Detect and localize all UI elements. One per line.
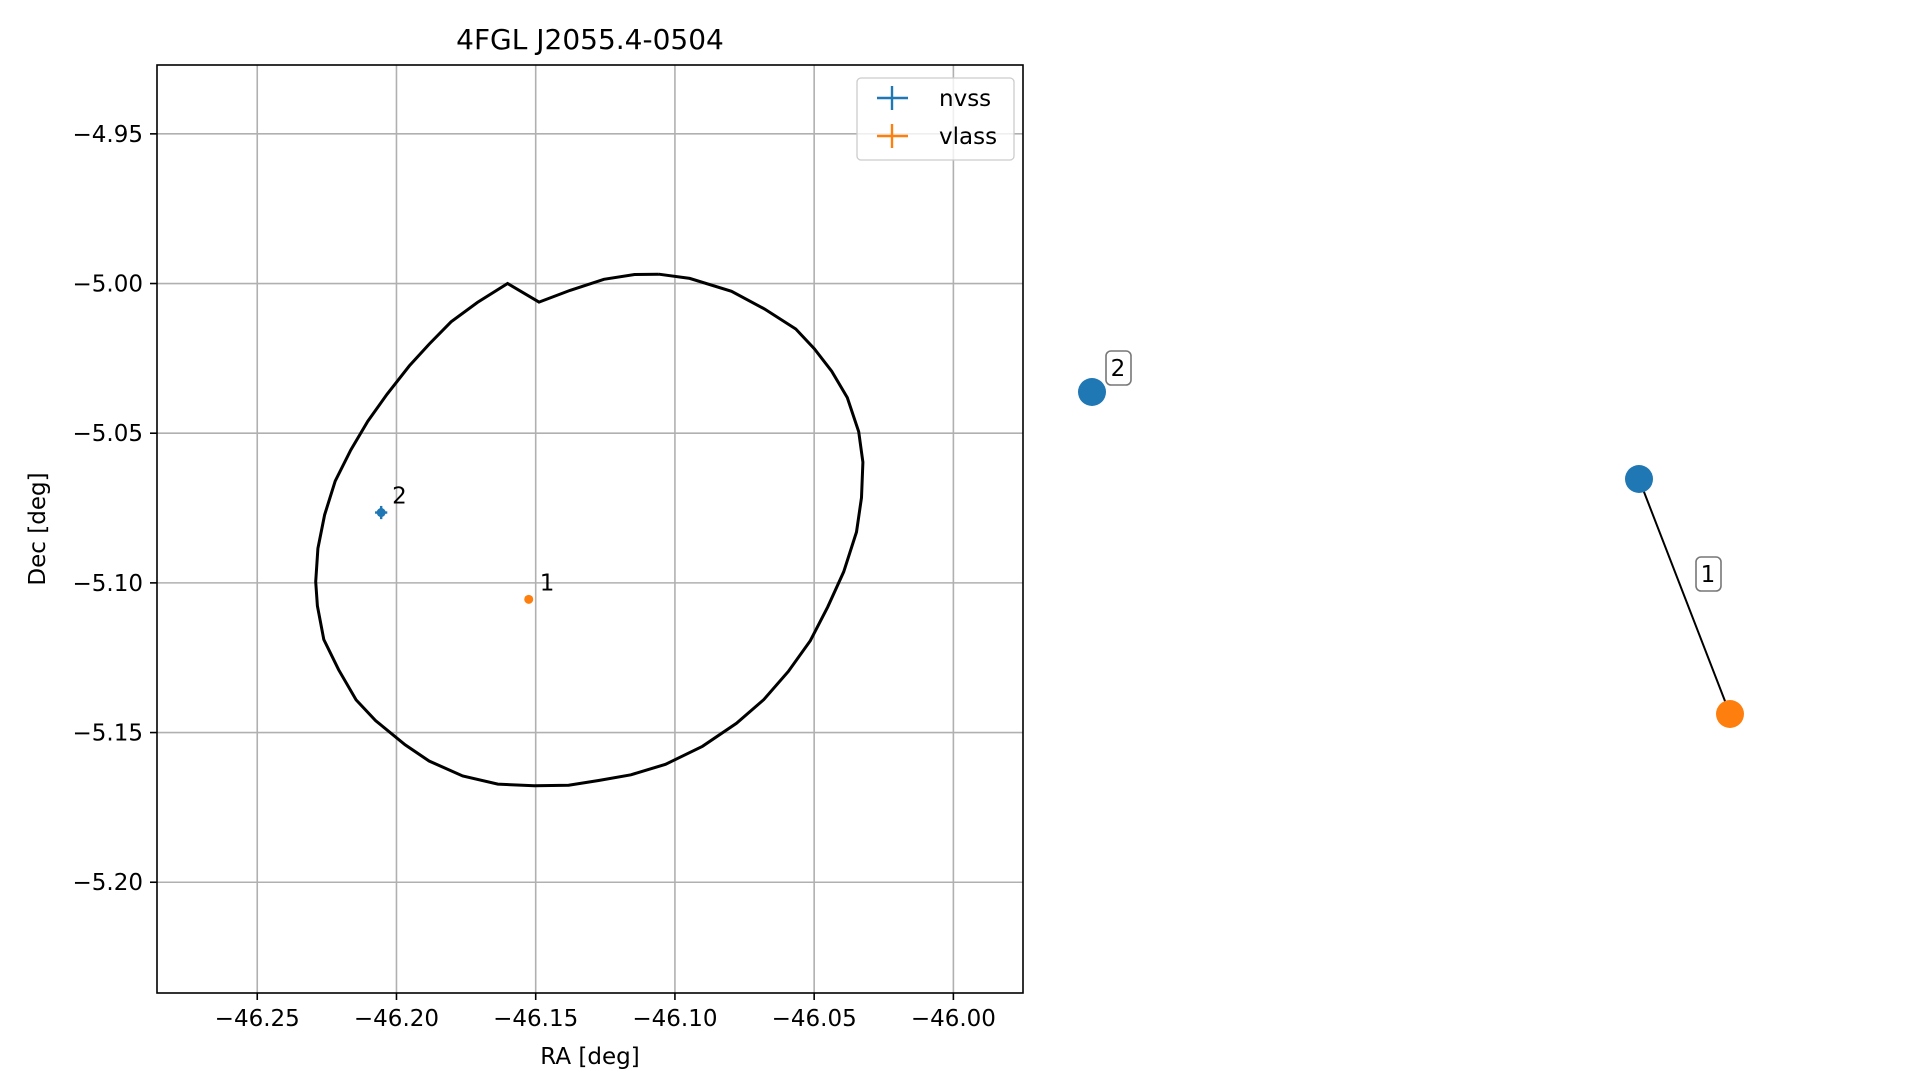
x-axis-label: RA [deg] [540, 1044, 639, 1070]
x-tick-label: −46.25 [215, 1006, 300, 1032]
node-label-box: 2 [1105, 350, 1132, 386]
y-tick-label: −5.20 [73, 870, 143, 896]
axis-ticks: −46.25 −46.20 −46.15 −46.10 −46.05 −46.00 −4.9… [73, 122, 996, 1032]
graph-edge [1638, 478, 1731, 715]
association-graph: 1 2 [1078, 350, 1744, 728]
legend-entry-vlass: vlass [877, 124, 997, 150]
edge-label: 1 [1701, 562, 1716, 588]
graph-node-nvss [1078, 378, 1106, 406]
y-tick-label: −4.95 [73, 122, 143, 148]
edge-label-frame [1695, 556, 1722, 592]
graph-node-vlass [1716, 700, 1744, 728]
y-tick-label: −5.05 [73, 421, 143, 447]
data-points: 21 [375, 484, 554, 604]
edge-label-box: 1 [1695, 556, 1722, 592]
data-point-nvss [376, 508, 386, 518]
x-tick-label: −46.05 [772, 1006, 857, 1032]
graph-node-nvss [1625, 465, 1653, 493]
scatter-plot: 21 −46.25 −46.20 −46.15 −46.10 −46.05 −46.00−… [25, 23, 1024, 1070]
x-tick-label: −46.10 [632, 1006, 717, 1032]
axes-frame [156, 64, 1024, 994]
chart-title: 4FGL J2055.4-0504 [456, 23, 724, 56]
legend-label-nvss: nvss [939, 86, 991, 112]
node-label-frame [1105, 350, 1132, 386]
point-label-nvss: 2 [392, 484, 407, 510]
y-tick-label: −5.10 [73, 571, 143, 597]
y-tick-label: −5.00 [73, 272, 143, 298]
data-point-vlass [524, 594, 534, 604]
legend-label-vlass: vlass [939, 124, 997, 150]
node-label: 2 [1111, 356, 1126, 382]
legend-entry-nvss: nvss [877, 86, 991, 112]
x-tick-label: −46.15 [493, 1006, 578, 1032]
legend: nvss vlass [856, 77, 1015, 161]
point-label-vlass: 1 [540, 570, 555, 596]
grid-lines [157, 65, 1023, 993]
localization-ellipse [314, 272, 865, 788]
localization-ellipse-group [314, 272, 865, 788]
x-tick-label: −46.20 [354, 1006, 439, 1032]
x-tick-label: −46.00 [911, 1006, 996, 1032]
y-axis-label: Dec [deg] [25, 472, 51, 585]
y-tick-label: −5.15 [73, 721, 143, 747]
